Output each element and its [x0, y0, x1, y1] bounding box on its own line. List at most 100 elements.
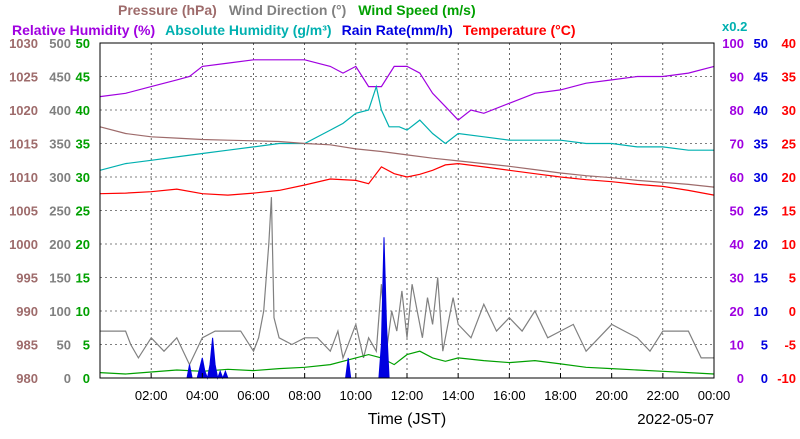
rain-rate-tick: 50: [754, 36, 768, 51]
temperature-tick: 10: [782, 237, 796, 252]
x-tick-label: 06:00: [237, 388, 270, 403]
pressure-tick: 1020: [9, 103, 38, 118]
rain-rate-tick: 45: [754, 70, 768, 85]
wind-direction-tick: 250: [49, 204, 71, 219]
x-tick-label: 04:00: [186, 388, 219, 403]
wind-speed-tick: 35: [76, 137, 90, 152]
legend-item: Temperature (°C): [463, 22, 576, 38]
wind-direction-tick: 300: [49, 170, 71, 185]
temperature-tick: -10: [777, 371, 796, 386]
rain-rate-tick: 30: [754, 170, 768, 185]
humidity-scale-note: x0.2: [722, 19, 747, 34]
rain-rate-tick: 0: [761, 371, 768, 386]
wind-speed-tick: 15: [76, 271, 90, 286]
pressure-tick: 1030: [9, 36, 38, 51]
legend: Pressure (hPa) Wind Direction (°) Wind Spe…: [12, 2, 747, 38]
legend-item: Absolute Humidity (g/m³): [165, 22, 331, 38]
wind-speed-tick: 45: [76, 70, 90, 85]
x-tick-label: 00:00: [698, 388, 731, 403]
wind-direction-tick: 350: [49, 137, 71, 152]
legend-item: Rain Rate(mm/h): [342, 22, 453, 38]
humidity-tick: 70: [730, 137, 744, 152]
x-tick-label: 08:00: [288, 388, 321, 403]
series-layer: [99, 59, 715, 380]
rain-rate-tick: 25: [754, 204, 768, 219]
pressure-tick: 995: [16, 271, 38, 286]
x-tick-label: 12:00: [391, 388, 424, 403]
wind-direction-tick: 200: [49, 237, 71, 252]
legend-item: Pressure (hPa): [118, 2, 217, 18]
wind-speed-tick: 25: [76, 204, 90, 219]
x-tick-label: 02:00: [135, 388, 168, 403]
legend-item: Wind Speed (m/s): [358, 2, 475, 18]
humidity-tick: 50: [730, 204, 744, 219]
rain-rate-tick: 40: [754, 103, 768, 118]
wind-direction-tick: 50: [57, 338, 71, 353]
x-tick-label: 16:00: [493, 388, 526, 403]
series-pressure-hpa: [99, 126, 715, 188]
series-rain-rate-mm-h: [100, 237, 714, 380]
x-tick-label: 18:00: [544, 388, 577, 403]
series-absolute-humidity-g-m: [99, 84, 714, 171]
wind-speed-tick: 5: [83, 338, 90, 353]
humidity-tick: 90: [730, 70, 744, 85]
wind-direction-tick: 500: [49, 36, 71, 51]
humidity-tick: 60: [730, 170, 744, 185]
temperature-tick: 40: [782, 36, 796, 51]
wind-speed-tick: 20: [76, 237, 90, 252]
humidity-tick: 80: [730, 103, 744, 118]
pressure-tick: 985: [16, 338, 38, 353]
temperature-tick: 20: [782, 170, 796, 185]
humidity-tick: 20: [730, 304, 744, 319]
date-label: 2022-05-07: [637, 411, 714, 428]
x-tick-label: 10:00: [340, 388, 373, 403]
rain-rate-tick: 15: [754, 271, 768, 286]
x-tick-label: 20:00: [595, 388, 628, 403]
legend-item: Wind Direction (°): [229, 2, 346, 18]
series-wind-speed-m-s: [99, 350, 715, 375]
rain-rate-tick: 5: [761, 338, 768, 353]
temperature-tick: 5: [789, 271, 796, 286]
temperature-tick: -5: [784, 338, 796, 353]
wind-speed-tick: 50: [76, 36, 90, 51]
rain-rate-tick: 35: [754, 137, 768, 152]
pressure-tick: 1010: [9, 170, 38, 185]
humidity-tick: 100: [722, 36, 744, 51]
humidity-tick: 40: [730, 237, 744, 252]
pressure-tick: 1000: [9, 237, 38, 252]
wind-direction-tick: 100: [49, 304, 71, 319]
wind-speed-tick: 40: [76, 103, 90, 118]
temperature-tick: 15: [782, 204, 796, 219]
wind-speed-tick: 10: [76, 304, 90, 319]
series-wind-direction: [100, 197, 714, 366]
humidity-tick: 0: [737, 371, 744, 386]
humidity-tick: 10: [730, 338, 744, 353]
x-tick-label: 14:00: [442, 388, 475, 403]
temperature-tick: 30: [782, 103, 796, 118]
pressure-tick: 1005: [9, 204, 38, 219]
series-relative-humidity: [99, 59, 715, 121]
humidity-tick: 30: [730, 271, 744, 286]
grid: [100, 43, 714, 378]
wind-direction-tick: 400: [49, 103, 71, 118]
x-axis-title: Time (JST): [368, 411, 447, 428]
temperature-tick: 35: [782, 70, 796, 85]
pressure-tick: 990: [16, 304, 38, 319]
wind-direction-tick: 450: [49, 70, 71, 85]
wind-speed-tick: 0: [83, 371, 90, 386]
temperature-tick: 0: [789, 304, 796, 319]
temperature-tick: 25: [782, 137, 796, 152]
wind-direction-tick: 0: [64, 371, 71, 386]
wind-direction-tick: 150: [49, 271, 71, 286]
pressure-tick: 980: [16, 371, 38, 386]
legend-item: Relative Humidity (%): [12, 22, 155, 38]
x-tick-label: 22:00: [647, 388, 680, 403]
pressure-tick: 1015: [9, 137, 38, 152]
series-temperature-c: [99, 162, 715, 196]
rain-rate-tick: 20: [754, 237, 768, 252]
axes: 9809859909951000100510101015102010251030…: [9, 36, 796, 403]
pressure-tick: 1025: [9, 70, 38, 85]
rain-rate-tick: 10: [754, 304, 768, 319]
